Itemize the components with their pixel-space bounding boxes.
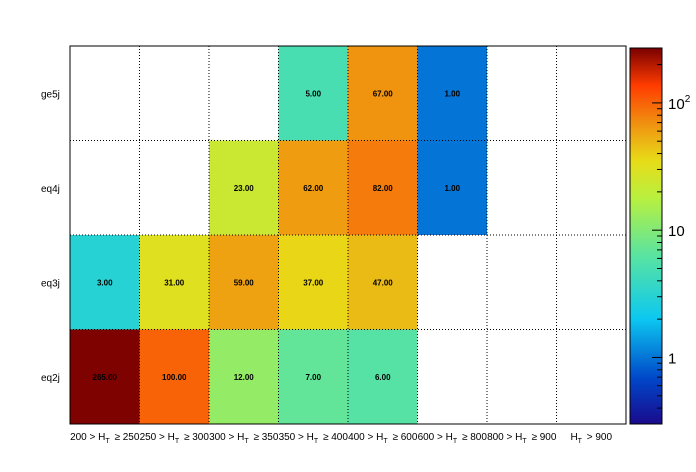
heatmap-cell	[139, 329, 209, 424]
colorbar-tick-label: 1	[668, 350, 676, 367]
cell-value-label: 82.00	[373, 184, 394, 193]
colorbar: 1 10 102	[629, 47, 691, 425]
heatmap-cell	[139, 235, 209, 330]
heatmap-cell	[278, 235, 348, 330]
cell-value-label: 100.00	[162, 373, 187, 382]
x-tick-label: 200 > HT ≥ 250	[70, 432, 140, 445]
cell-value-label: 7.00	[305, 373, 321, 382]
cell-value-label: 12.00	[234, 373, 255, 382]
cell-value-label: 23.00	[234, 184, 255, 193]
cell-value-label: 62.00	[303, 184, 324, 193]
x-tick-label: 350 > HT ≥ 400	[279, 432, 349, 445]
cell-value-label: 6.00	[375, 373, 391, 382]
cell-value-label: 59.00	[234, 278, 255, 287]
plot-frame	[69, 45, 627, 425]
y-tick-label: ge5j	[41, 89, 60, 100]
colorbar-tick-label: 10	[668, 223, 685, 240]
heatmap-cell	[348, 329, 418, 424]
heatmap-cell	[348, 140, 418, 235]
cell-value-label: 3.00	[97, 278, 113, 287]
heatmap-cell	[417, 140, 487, 235]
cell-value-label: 37.00	[303, 278, 324, 287]
y-tick-label: eq3j	[41, 278, 60, 289]
x-tick-label: 400 > HT ≥ 600	[348, 432, 418, 445]
heatmap-cell	[348, 46, 418, 141]
heatmap-cell	[348, 235, 418, 330]
x-tick-label: HT > 900	[570, 432, 612, 445]
colorbar-gradient	[629, 47, 663, 425]
y-tick-label: eq2j	[41, 373, 60, 384]
heatmap-cell	[70, 329, 140, 424]
colorbar-tick-label: 102	[668, 94, 691, 113]
heatmap-cell	[209, 235, 279, 330]
cell-value-label: 1.00	[444, 89, 460, 98]
cell-value-label: 5.00	[305, 89, 321, 98]
x-tick-label: 800 > HT ≥ 900	[487, 432, 557, 445]
heatmap-cell	[278, 329, 348, 424]
heatmap-cell	[278, 140, 348, 235]
cell-value-label: 265.00	[93, 373, 118, 382]
plot-area: 265.00 100.00 12.00 7.00 6.00 3.00 31.00 59.00 3…	[41, 45, 627, 445]
cell-value-label: 47.00	[373, 278, 394, 287]
heatmap-cell	[209, 140, 279, 235]
x-tick-label: 600 > HT ≥ 800	[418, 432, 488, 445]
cell-value-label: 67.00	[373, 89, 394, 98]
x-tick-label: 250 > HT ≥ 300	[140, 432, 210, 445]
heatmap-cell	[70, 235, 140, 330]
heatmap-cell	[278, 46, 348, 141]
x-tick-label: 300 > HT ≥ 350	[209, 432, 279, 445]
y-tick-label: eq4j	[41, 184, 60, 195]
heatmap-cell	[417, 46, 487, 141]
cell-value-label: 1.00	[444, 184, 460, 193]
cell-value-label: 31.00	[164, 278, 185, 287]
heatmap-cell	[209, 329, 279, 424]
